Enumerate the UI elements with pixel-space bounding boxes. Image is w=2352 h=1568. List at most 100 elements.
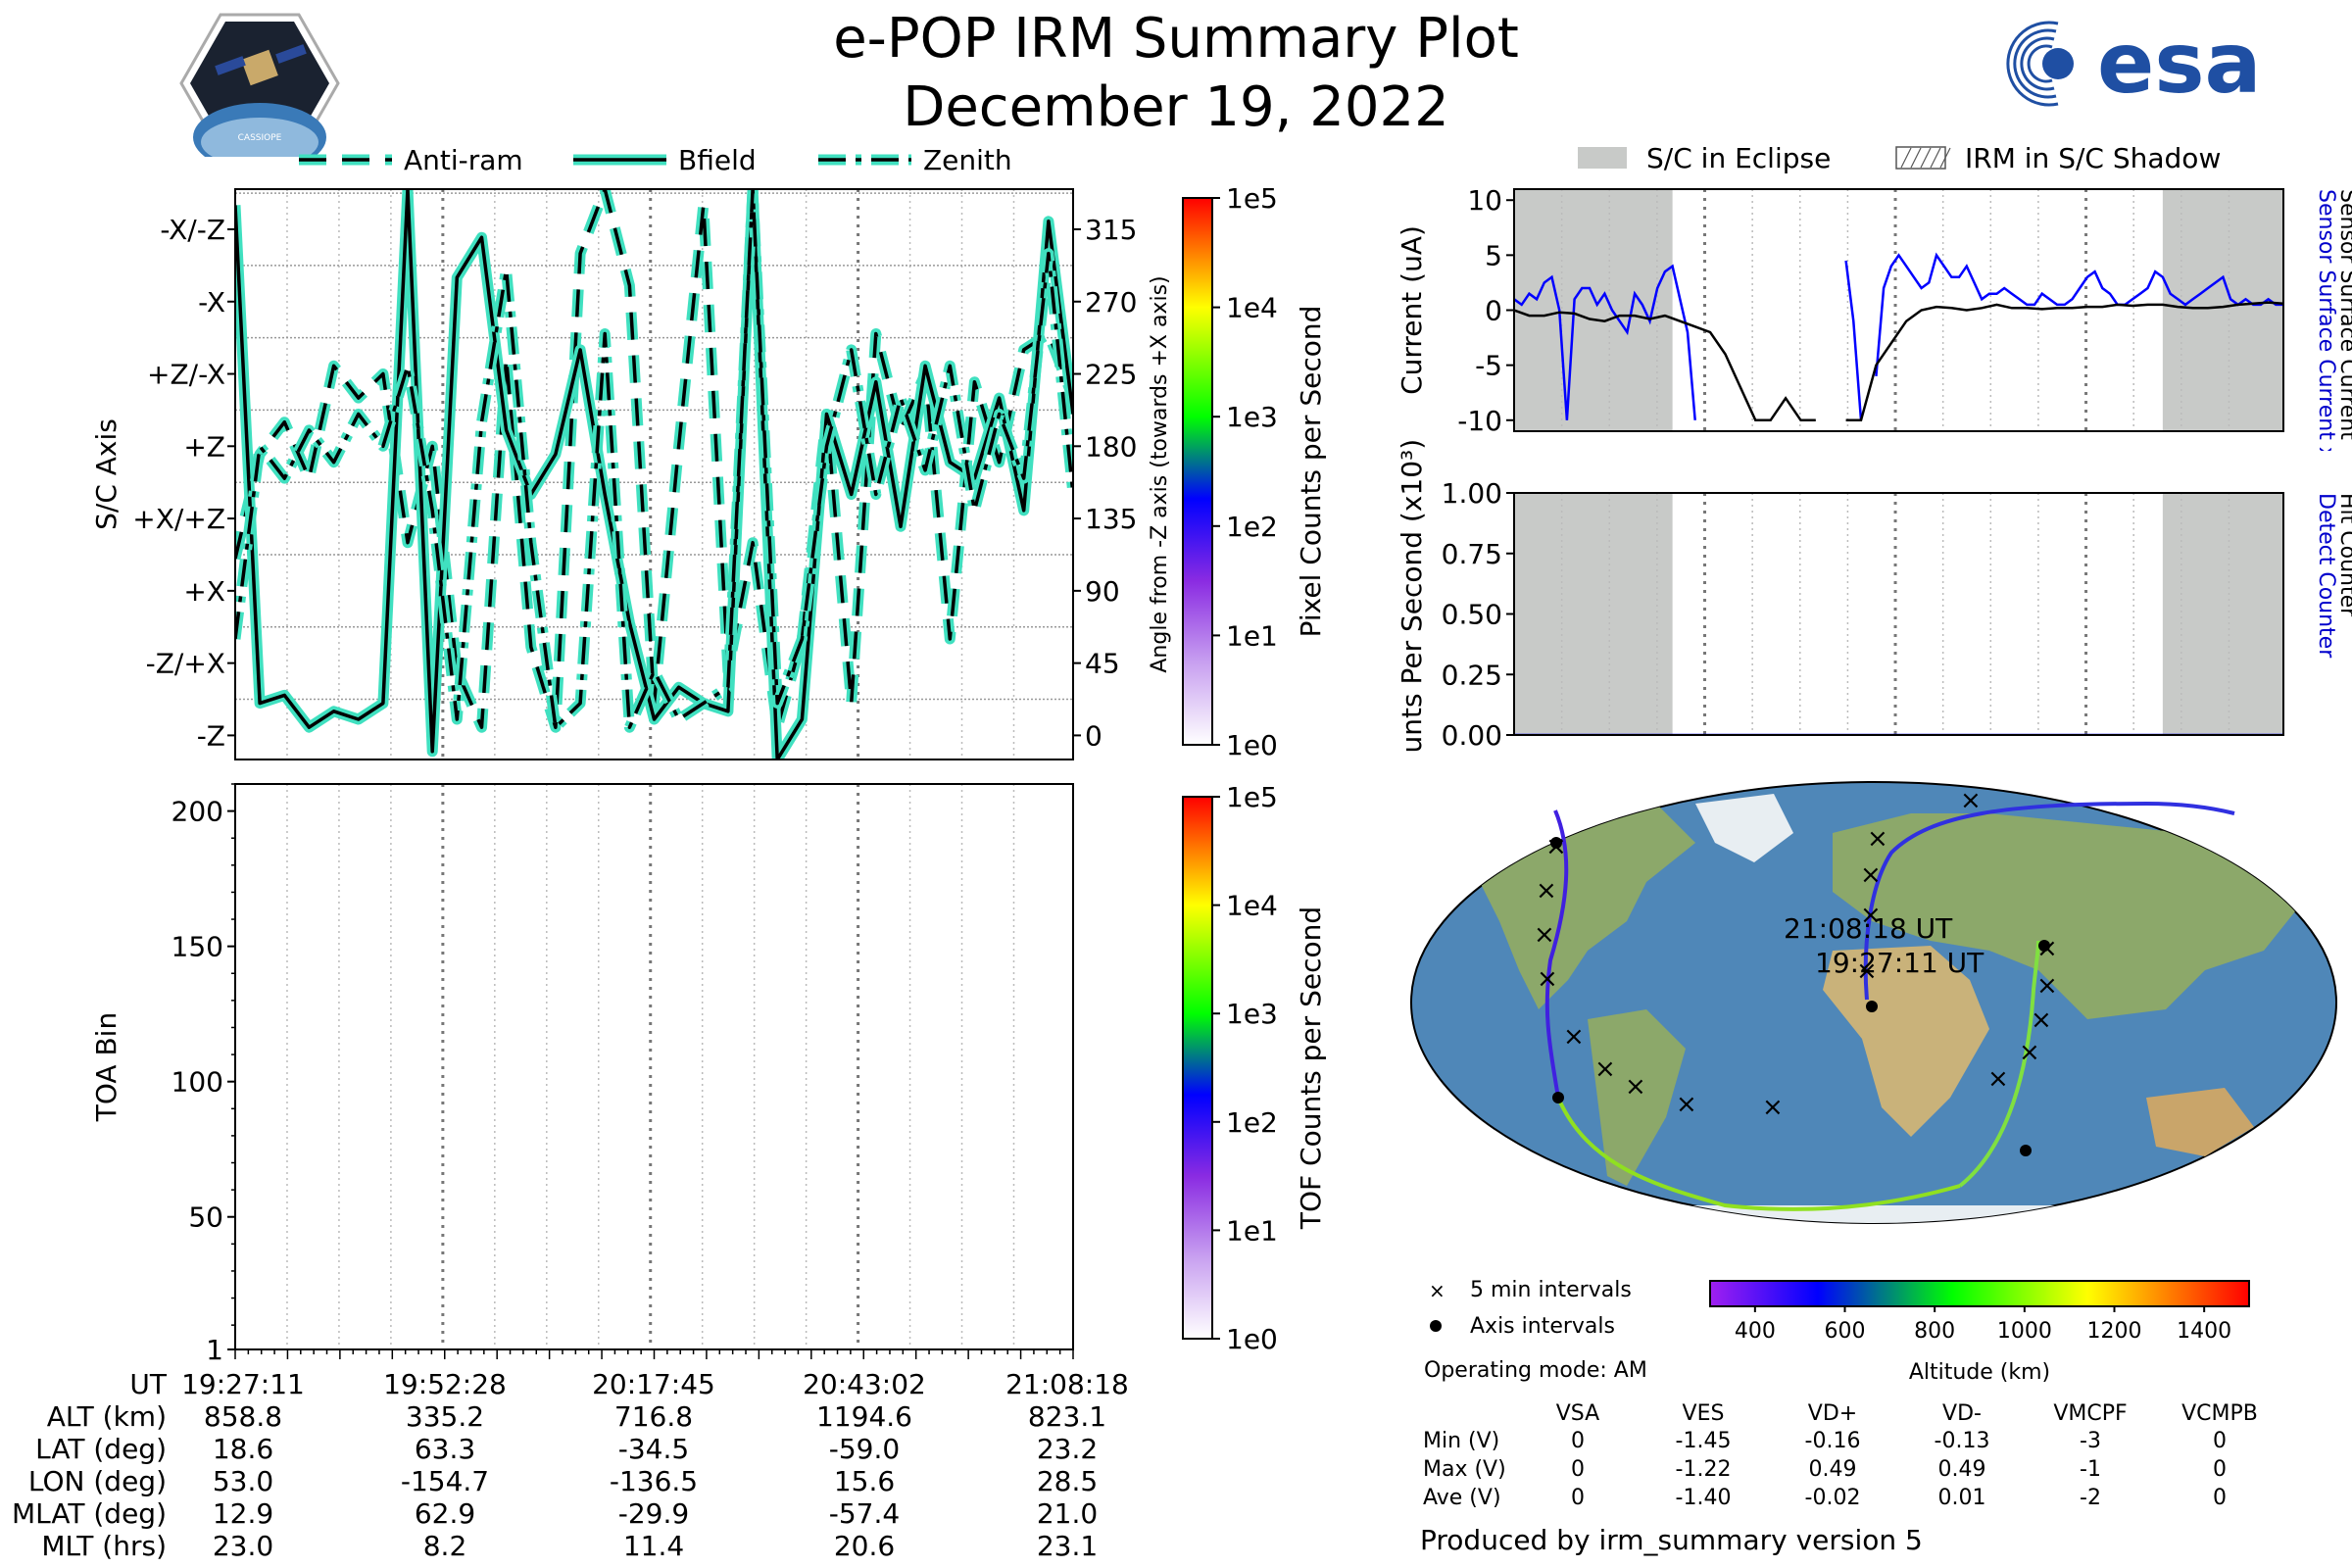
volt-cell: -2 <box>2080 1486 2101 1510</box>
orbit-row-name: LAT (deg) <box>35 1433 167 1465</box>
track-cross-icon: × <box>1987 1064 2009 1094</box>
track-cross-icon: × <box>1960 786 1982 815</box>
track-cross-icon: × <box>1860 860 1882 890</box>
volt-col-header: VES <box>1683 1401 1725 1426</box>
volt-cell: 0 <box>1571 1457 1585 1482</box>
legend-entry: Bfield <box>678 144 757 176</box>
orbit-row-name: MLAT (deg) <box>12 1497 167 1530</box>
altitude-tick: 1400 <box>2177 1319 2231 1344</box>
track-cross-icon: × <box>1856 956 1878 986</box>
pixel-colorbar-tick: 1e1 <box>1226 619 1278 652</box>
orbit-cell: 1194.6 <box>816 1400 912 1433</box>
eclipse-span <box>2162 493 2283 735</box>
track-cross-icon: × <box>1860 901 1882 930</box>
altitude-tick: 1000 <box>1997 1319 2052 1344</box>
orbit-cell: 19:27:11 <box>181 1368 305 1400</box>
orbit-cell: -136.5 <box>610 1465 698 1497</box>
y-tick: 0.75 <box>1442 538 1502 570</box>
series-1-line <box>235 189 1073 760</box>
track-cross-icon: × <box>2019 1038 2040 1067</box>
legend-shadow-swatch <box>1895 146 1946 170</box>
orbit-cell: 335.2 <box>406 1400 484 1433</box>
orbit-cell: 20:17:45 <box>592 1368 715 1400</box>
orbit-row-name: MLT (hrs) <box>41 1530 167 1562</box>
ground-track <box>1556 1097 1961 1211</box>
angle-tick: 90 <box>1085 575 1120 608</box>
operating-mode: Operating mode: AM <box>1424 1358 1647 1383</box>
y-tick: 10 <box>1467 184 1502 217</box>
orbit-cell: 21.0 <box>1037 1497 1098 1530</box>
volt-cell: -0.13 <box>1935 1429 1990 1453</box>
page-date: December 19, 2022 <box>903 75 1449 139</box>
legend-axis: Axis intervals <box>1470 1314 1615 1339</box>
orbit-cell: -57.4 <box>829 1497 900 1530</box>
voltage-table: VSA VES VD+ VD- VMCPF VCMPB Min (V) 0 -1.45 -0.16… <box>1423 1401 2258 1510</box>
ground-track-map: ××××××××××××××××××× 21:08:18 UT 19:27:11… <box>1410 781 2337 1224</box>
volt-cell: 0.01 <box>1938 1486 1986 1510</box>
volt-cell: -1.22 <box>1676 1457 1732 1482</box>
angle-tick: 0 <box>1085 719 1102 752</box>
orbit-cell: 11.4 <box>623 1530 684 1562</box>
sc-axis-tick: +Z/-X <box>147 359 225 391</box>
angle-tick: 225 <box>1085 359 1137 391</box>
orbit-cell: 20:43:02 <box>803 1368 926 1400</box>
angle-tick: 270 <box>1085 286 1137 318</box>
volt-cell: 0 <box>2213 1457 2227 1482</box>
altitude-tick: 800 <box>1914 1319 1955 1344</box>
legend-dot-icon <box>1430 1320 1442 1332</box>
volt-row-name: Ave (V) <box>1423 1486 1501 1510</box>
tof-colorbar <box>1182 796 1213 1340</box>
orbit-row-name: LON (deg) <box>28 1465 167 1497</box>
track-dot-icon <box>1550 837 1562 849</box>
volt-cell: 0.49 <box>1938 1457 1986 1482</box>
right-label: Sensor Surface Current <box>2335 189 2352 440</box>
track-dot-icon <box>1552 1092 1564 1103</box>
esa-logo-text: esa <box>2097 15 2262 112</box>
pixel-colorbar <box>1182 197 1213 746</box>
angle-tick: 135 <box>1085 503 1137 535</box>
legend-eclipse: S/C in Eclipse <box>1646 142 1831 174</box>
sc-axis-tick: +X/+Z <box>132 503 225 535</box>
x-tick: 20:43:02 <box>2025 754 2148 755</box>
tof-colorbar-label: TOF Counts per Second <box>1295 906 1327 1230</box>
toa-tick: 150 <box>172 931 223 963</box>
track-dot-icon <box>1866 1001 1878 1012</box>
orbit-cell: 20.6 <box>834 1530 895 1562</box>
legend-entry: Zenith <box>923 144 1012 176</box>
altitude-label: Altitude (km) <box>1909 1360 2050 1385</box>
map-legend: × 5 min intervals Axis intervals Operati… <box>1424 1278 2250 1385</box>
tof-colorbar-tick: 1e5 <box>1226 781 1278 813</box>
x-tick: 21:08:18 <box>2215 754 2338 755</box>
y-tick: 0 <box>1485 295 1502 327</box>
y-tick: 5 <box>1485 239 1502 271</box>
orbit-row-name: ALT (km) <box>47 1400 167 1433</box>
altitude-tick: 600 <box>1825 1319 1866 1344</box>
ground-track <box>1863 801 2235 1001</box>
pixel-colorbar-tick: 1e0 <box>1226 729 1278 761</box>
volt-cell: -3 <box>2080 1429 2101 1453</box>
track-cross-icon: × <box>1537 964 1558 994</box>
right-label: Detect Counter <box>2314 493 2338 659</box>
ground-track <box>1958 940 2040 1188</box>
x-tick: 20:17:45 <box>1835 754 1958 755</box>
y-label: Current (uA) <box>1396 225 1428 395</box>
orbit-cell: 62.9 <box>415 1497 475 1530</box>
pixel-colorbar-tick: 1e3 <box>1226 401 1278 433</box>
right-label: Hit Counter <box>2335 493 2352 617</box>
sc-axis-tick: +Z <box>183 430 225 463</box>
volt-cell: -0.02 <box>1805 1486 1861 1510</box>
altitude-tick: 1200 <box>2087 1319 2142 1344</box>
orbit-cell: -29.9 <box>618 1497 689 1530</box>
track-cross-icon: × <box>1534 920 1555 950</box>
produced-by: Produced by irm_summary version 5 <box>1420 1524 1923 1556</box>
continents <box>1431 789 2323 1223</box>
sc-axis-tick: -Z/+X <box>146 648 225 680</box>
page-title: e-POP IRM Summary Plot <box>833 7 1519 71</box>
pixel-colorbar-tick: 1e5 <box>1226 182 1278 215</box>
sc-axis-tick: -X/-Z <box>160 214 225 246</box>
cassiope-logo: CASSIOPE <box>179 13 340 157</box>
angle-tick: 315 <box>1085 214 1137 246</box>
volt-row-name: Min (V) <box>1423 1429 1499 1453</box>
toa-tick: 100 <box>172 1066 223 1099</box>
